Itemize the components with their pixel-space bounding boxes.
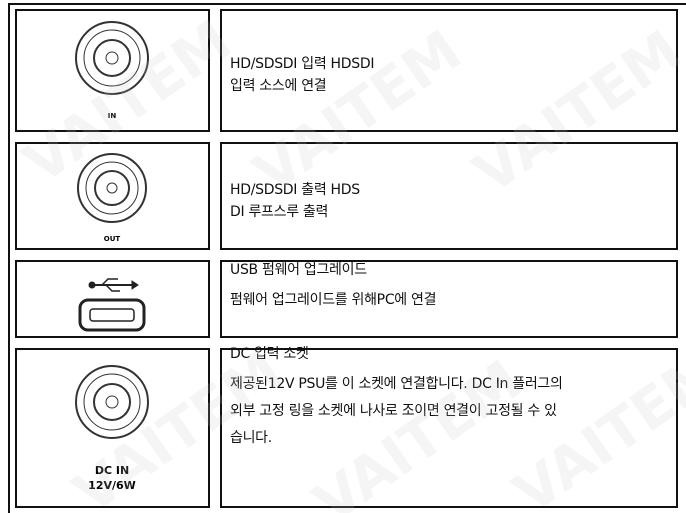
bnc-icon <box>77 153 147 223</box>
icon-label: OUT <box>104 235 121 243</box>
text-line: 외부 고정 링을 소켓에 나사로 조이면 연결이 고정될 수 있 <box>230 403 557 419</box>
text-line: HD/SDSDI 출력 HDS <box>230 182 360 198</box>
text-cell <box>220 142 678 250</box>
text-line: DC 입력 소켓 <box>230 346 309 362</box>
icon-label: 12V/6W <box>88 479 136 492</box>
usb-icon <box>78 278 146 332</box>
text-line: 습니다. <box>230 430 272 446</box>
bnc-icon <box>75 365 149 439</box>
text-line: HD/SDSDI 입력 HDSDI <box>230 56 375 72</box>
text-cell <box>220 9 678 132</box>
icon-label: DC IN <box>95 464 129 477</box>
text-line: DI 루프스루 출력 <box>230 204 329 220</box>
icon-cell <box>15 9 210 132</box>
text-cell <box>220 260 678 338</box>
text-line: USB 펌웨어 업그레이드 <box>230 262 367 278</box>
bnc-icon <box>75 21 149 95</box>
icon-cell <box>15 260 210 338</box>
text-line: 펌웨어 업그레이드를 위해PC에 연결 <box>230 292 437 308</box>
text-line: 입력 소스에 연결 <box>230 78 327 94</box>
text-line: 제공된12V PSU를 이 소켓에 연결합니다. DC In 플러그의 <box>230 376 563 392</box>
icon-cell <box>15 142 210 250</box>
icon-label: IN <box>108 112 117 120</box>
text-cell <box>220 348 678 508</box>
icon-cell <box>15 348 210 508</box>
